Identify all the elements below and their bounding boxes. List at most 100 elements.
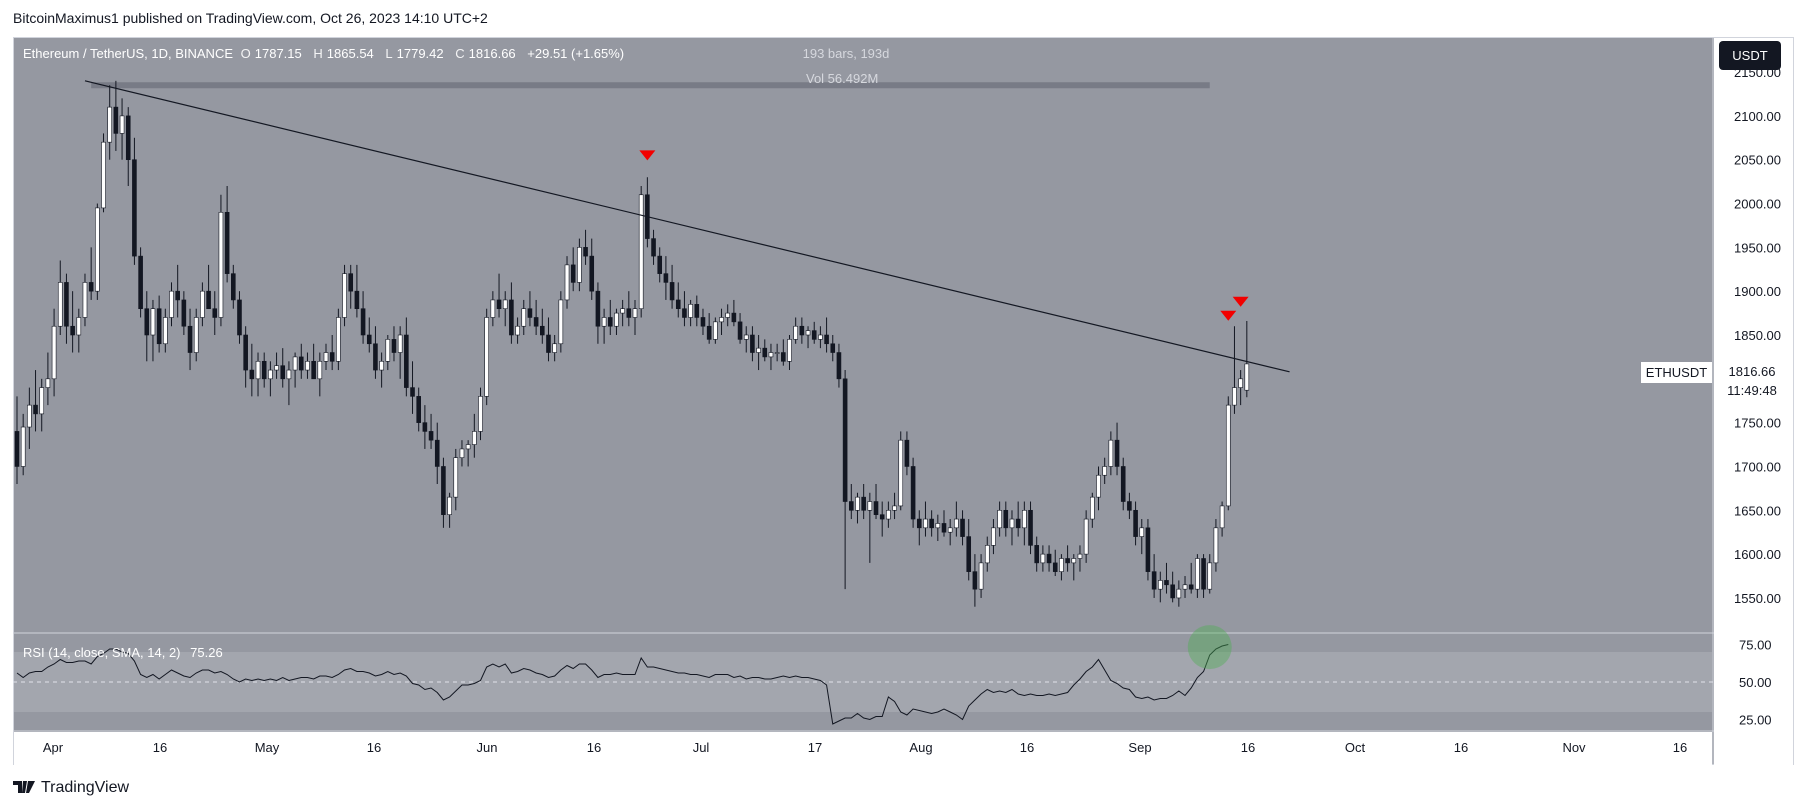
close-label: C bbox=[455, 46, 465, 61]
candle-body bbox=[1151, 571, 1157, 590]
candle-body bbox=[941, 523, 947, 533]
candle-body bbox=[231, 273, 236, 301]
rsi-label: RSI (14, close, SMA, 14, 2) bbox=[23, 645, 181, 660]
price-tick-label: 2050.00 bbox=[1734, 153, 1781, 168]
candle-body bbox=[774, 352, 780, 354]
candle-body bbox=[1127, 501, 1132, 511]
candle-body bbox=[830, 343, 836, 353]
resistance-rejection-marker bbox=[639, 150, 656, 161]
candle-body bbox=[484, 317, 489, 397]
high-value: 1865.54 bbox=[326, 46, 374, 61]
candle-body bbox=[750, 334, 755, 353]
candle-body bbox=[1096, 474, 1101, 498]
rsi-line bbox=[16, 644, 1229, 725]
chart-frame[interactable] bbox=[13, 37, 1794, 765]
candle-body bbox=[867, 501, 873, 511]
price-tick-label: 1850.00 bbox=[1734, 328, 1781, 343]
candle-body bbox=[855, 496, 860, 511]
currency-button[interactable]: USDT bbox=[1719, 41, 1781, 70]
candle-body bbox=[811, 330, 817, 340]
candle-body bbox=[1219, 505, 1225, 529]
candle-body bbox=[428, 431, 434, 441]
candle-body bbox=[88, 282, 94, 292]
candle-body bbox=[1034, 545, 1039, 564]
candle-body bbox=[348, 273, 354, 292]
candle-body bbox=[533, 317, 539, 327]
open-value: 1787.15 bbox=[254, 46, 302, 61]
tradingview-logo-text: TradingView bbox=[41, 779, 130, 796]
candle-body bbox=[558, 299, 564, 345]
candle-body bbox=[224, 211, 230, 274]
candle-body bbox=[14, 431, 20, 467]
volume-info: Vol 56.492M bbox=[806, 71, 879, 86]
candle-body bbox=[756, 347, 761, 353]
rsi-legend[interactable]: RSI (14, close, SMA, 14, 2) 75.26 bbox=[23, 645, 223, 660]
candle-body bbox=[33, 404, 38, 415]
candle-body bbox=[329, 352, 335, 362]
candle-body bbox=[206, 290, 211, 310]
candle-body bbox=[910, 466, 916, 520]
candle-body bbox=[818, 334, 823, 340]
candle-body bbox=[984, 545, 990, 564]
candle-body bbox=[1120, 466, 1126, 502]
candle-body bbox=[1145, 527, 1151, 572]
candle-body bbox=[410, 387, 415, 397]
candle-body bbox=[292, 356, 298, 371]
tradingview-logo-icon bbox=[13, 780, 35, 797]
last-price: 1816.66 bbox=[1728, 364, 1776, 379]
candle-body bbox=[453, 457, 459, 498]
candle-body bbox=[1052, 562, 1058, 572]
candle-body bbox=[1213, 527, 1219, 564]
candle-body bbox=[1059, 558, 1064, 572]
candle-body bbox=[1083, 518, 1089, 555]
candle-body bbox=[323, 352, 329, 362]
time-tick-label: 16 bbox=[153, 740, 167, 755]
time-tick-label: 16 bbox=[1020, 740, 1034, 755]
candle-body bbox=[824, 334, 829, 345]
candle-body bbox=[107, 106, 112, 143]
candle-body bbox=[787, 339, 792, 362]
last-price-tag: 1816.66 11:49:48 bbox=[1714, 362, 1790, 402]
candle-body bbox=[298, 356, 304, 371]
candle-body bbox=[57, 282, 63, 327]
candle-body bbox=[366, 334, 372, 345]
price-tick-label: 1750.00 bbox=[1734, 416, 1781, 431]
candle-body bbox=[280, 365, 286, 380]
time-tick-label: Jun bbox=[477, 740, 498, 755]
candle-body bbox=[416, 396, 422, 423]
symbol-label[interactable]: Ethereum / TetherUS, 1D, BINANCE bbox=[23, 46, 234, 61]
tradingview-logo[interactable]: TradingView bbox=[13, 779, 129, 797]
candle-body bbox=[861, 496, 866, 511]
candle-body bbox=[1201, 558, 1206, 590]
candle-body bbox=[1028, 509, 1033, 546]
candle-body bbox=[898, 439, 904, 507]
candle-body bbox=[509, 299, 514, 336]
candle-body bbox=[1158, 580, 1163, 590]
candle-body bbox=[193, 317, 199, 353]
candle-body bbox=[614, 312, 619, 327]
candle-body bbox=[1015, 518, 1021, 529]
candle-body bbox=[836, 352, 842, 380]
time-tick-label: Oct bbox=[1345, 740, 1366, 755]
price-tick-label: 1550.00 bbox=[1734, 591, 1781, 606]
candle-body bbox=[39, 387, 45, 415]
candle-body bbox=[805, 330, 811, 336]
candle-body bbox=[422, 422, 428, 432]
candle-body bbox=[311, 360, 316, 380]
candle-body bbox=[1232, 387, 1237, 406]
candle-body bbox=[923, 518, 928, 529]
candle-body bbox=[892, 505, 897, 511]
candle-body bbox=[706, 325, 712, 340]
candle-body bbox=[688, 304, 693, 318]
candle-body bbox=[447, 496, 452, 515]
candle-body bbox=[101, 141, 106, 209]
price-tick-label: 1700.00 bbox=[1734, 459, 1781, 474]
candle-body bbox=[404, 334, 409, 388]
rsi-tick-label: 25.00 bbox=[1739, 713, 1772, 728]
candle-body bbox=[1022, 509, 1027, 529]
candle-body bbox=[1188, 584, 1194, 590]
candle-body bbox=[1164, 580, 1169, 586]
candle-body bbox=[1108, 439, 1114, 467]
candle-body bbox=[27, 404, 32, 428]
